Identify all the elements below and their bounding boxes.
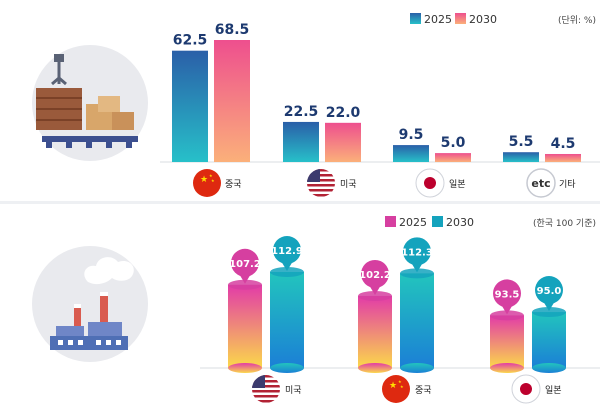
unit-note: (한국 100 기준) [533, 218, 596, 229]
category-label-japan: 일본 [449, 179, 466, 190]
value-label-2030-1: 112.3 [401, 247, 433, 258]
bar-base-2030-1 [400, 363, 434, 373]
category-label-etc: 기타 [559, 179, 576, 190]
bar-top-2025-2 [490, 310, 524, 321]
cargo-illustration-icon [32, 45, 148, 161]
bar-base-2030-0 [270, 363, 304, 373]
bar-2025-0 [228, 284, 262, 368]
legend-swatch-2025 [410, 13, 421, 24]
legend-label-2030: 2030 [446, 216, 474, 229]
value-label-2025-1: 102.2 [359, 270, 391, 281]
legend-label-2025: 2025 [424, 13, 452, 26]
value-label-2030-1: 22.0 [326, 105, 361, 121]
svg-text:★: ★ [398, 379, 402, 384]
svg-text:★: ★ [211, 178, 215, 183]
usa-flag-icon [307, 169, 335, 197]
category-label-japan: 일본 [545, 385, 562, 396]
legend-label-2025: 2025 [399, 216, 427, 229]
value-label-2030-0: 112.9 [271, 246, 303, 257]
value-label-2030-2: 5.0 [441, 135, 466, 151]
pin-bubble-2030-0 [273, 236, 301, 264]
etc-badge-icon: etc [526, 168, 556, 198]
unit-note: (단위: %) [558, 15, 596, 26]
china-flag-icon: ★ ★ ★ [382, 375, 410, 403]
legend-swatch-2030 [432, 216, 443, 227]
bar-2025-1 [283, 121, 319, 162]
bar-top-2025-1 [358, 290, 392, 301]
value-label-2025-0: 107.2 [229, 259, 261, 270]
bar-2025-3 [503, 152, 539, 162]
bottom-chart-panel: 2025 2030 (한국 100 기준) 107.2 112.9 102.2 112… [0, 204, 600, 412]
bar-top-2030-0 [270, 267, 304, 277]
bar-2030-1 [400, 273, 434, 368]
bottom-bars-group: 107.2 112.9 102.2 112.3 93.5 95.0 [228, 236, 566, 373]
bar-2030-1 [325, 122, 361, 162]
bar-2030-3 [545, 153, 581, 162]
bar-top-2030-2 [532, 307, 566, 318]
top-bar-chart: 2025 2030 (단위: %) 62.5 68.5 22.5 22.0 9.5 5.0… [32, 13, 600, 198]
japan-flag-icon [511, 374, 541, 404]
pin-bubble-2025-2 [493, 279, 521, 308]
value-label-2025-1: 22.5 [284, 104, 319, 120]
etc-badge-text: etc [531, 177, 550, 190]
bar-base-2030-2 [532, 363, 566, 373]
usa-flag-icon [252, 375, 280, 403]
value-label-2030-0: 68.5 [215, 22, 250, 38]
category-label-usa: 미국 [340, 179, 357, 190]
bar-2025-2 [393, 145, 429, 162]
bottom-bar-chart: 2025 2030 (한국 100 기준) 107.2 112.9 102.2 112… [32, 216, 600, 404]
china-flag-icon: ★ ★ ★ [193, 169, 221, 197]
bar-2025-2 [490, 315, 524, 368]
svg-text:★: ★ [389, 381, 397, 391]
bar-base-2025-2 [490, 363, 524, 373]
value-label-2025-3: 5.5 [509, 134, 534, 150]
value-label-2030-3: 4.5 [551, 136, 576, 152]
bar-base-2025-0 [228, 363, 262, 373]
bar-2030-0 [270, 272, 304, 368]
legend-swatch-2025 [385, 216, 396, 227]
svg-text:★: ★ [400, 384, 404, 389]
bar-base-2025-1 [358, 363, 392, 373]
svg-text:★: ★ [200, 175, 208, 185]
legend-swatch-2030 [455, 13, 466, 24]
bar-top-2025-0 [228, 279, 262, 290]
pin-bubble-2025-1 [361, 259, 389, 288]
legend-label-2030: 2030 [469, 13, 497, 26]
value-label-2025-2: 93.5 [495, 289, 520, 300]
bar-2030-2 [435, 153, 471, 162]
top-bars-group: 62.5 68.5 22.5 22.0 9.5 5.0 5.5 4.5 [172, 22, 581, 163]
pin-bubble-2030-1 [403, 237, 431, 266]
bar-2025-0 [172, 50, 208, 163]
category-label-usa: 미국 [285, 385, 302, 396]
value-label-2030-2: 95.0 [537, 286, 562, 297]
value-label-2025-2: 9.5 [399, 127, 424, 143]
category-label-china: 중국 [225, 179, 242, 190]
pin-bubble-2030-2 [535, 276, 563, 305]
bar-top-2030-1 [400, 268, 434, 279]
bar-2025-1 [358, 295, 392, 368]
top-chart-panel: 2025 2030 (단위: %) 62.5 68.5 22.5 22.0 9.5 5.0… [0, 0, 600, 200]
bar-2030-0 [214, 40, 250, 162]
category-label-china: 중국 [415, 385, 432, 396]
panel-divider [0, 201, 600, 204]
bar-2030-2 [532, 312, 566, 368]
value-label-2025-0: 62.5 [173, 33, 208, 49]
pin-bubble-2025-0 [231, 248, 259, 277]
japan-flag-icon [415, 168, 445, 198]
svg-text:★: ★ [209, 173, 213, 178]
factory-illustration-icon [32, 246, 148, 362]
